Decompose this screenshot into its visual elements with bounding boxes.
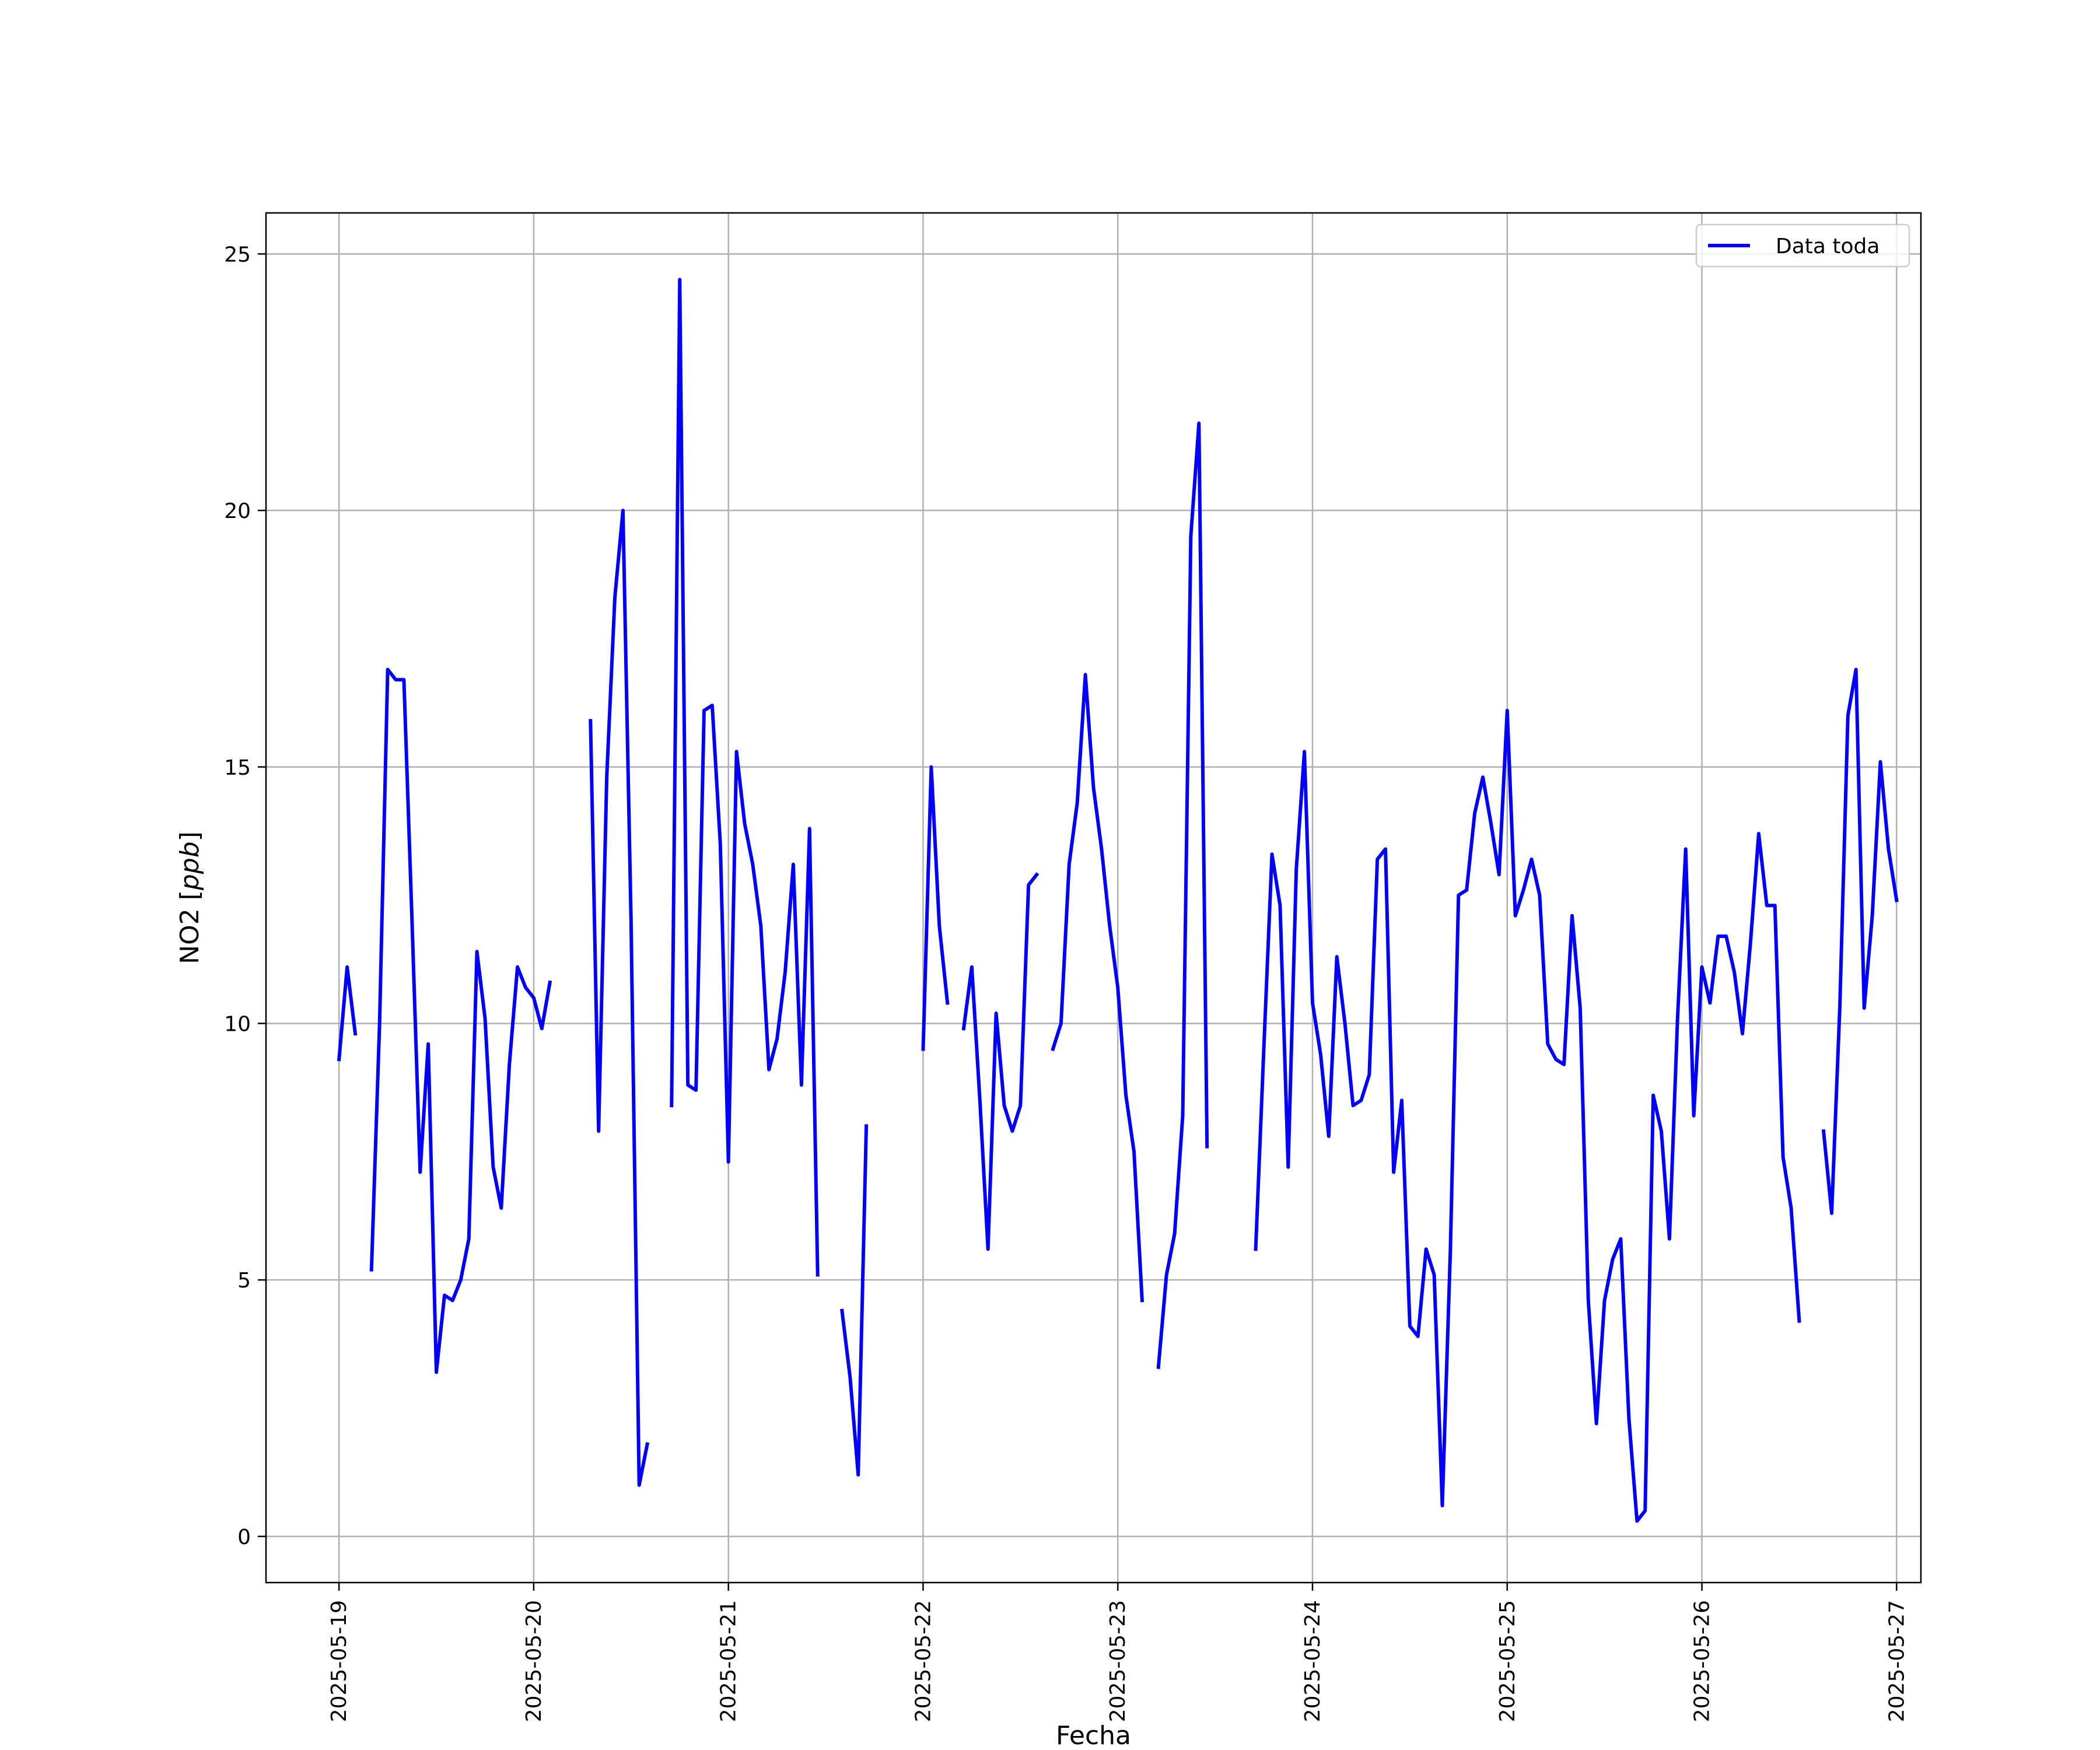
x-tick-label: 2025-05-25: [1496, 1600, 1520, 1722]
x-tick-label: 2025-05-21: [717, 1600, 741, 1722]
series-line-segment: [1156, 421, 1209, 1369]
x-axis-label: Fecha: [1056, 1721, 1131, 1750]
y-axis-label-bracket-open: [: [175, 890, 205, 908]
x-tick-label: 2025-05-23: [1106, 1600, 1130, 1722]
y-axis-ticks: 0 5 10 15 20 25: [224, 243, 266, 1549]
series-line-segment: [337, 965, 358, 1062]
x-tick-label: 2025-05-24: [1301, 1600, 1325, 1722]
x-tick-label: 2025-05-20: [522, 1600, 546, 1722]
series-lines: [337, 278, 1899, 1523]
series-line-segment: [670, 278, 820, 1277]
x-gridlines: [338, 213, 1898, 1583]
series-line-segment: [961, 872, 1040, 1251]
y-axis-label: NO2 [ppb]: [175, 831, 205, 964]
x-axis-ticks: 2025-05-19 2025-05-20 2025-05-21 2025-05-22…: [327, 1583, 1909, 1722]
series-line-segment: [921, 765, 950, 1051]
y-tick-label: 20: [224, 499, 251, 523]
x-tick-label: 2025-05-26: [1690, 1600, 1714, 1722]
legend: Data toda: [1695, 223, 1910, 268]
y-tick-label: 15: [224, 756, 251, 780]
series-line-segment: [589, 509, 650, 1487]
series-line-segment: [840, 1124, 869, 1477]
legend-label: Data toda: [1776, 235, 1880, 258]
y-axis-label-unit: ppb: [175, 841, 205, 891]
y-tick-label: 0: [237, 1525, 251, 1549]
legend-box: [1695, 223, 1910, 268]
series-line-segment: [369, 667, 552, 1374]
x-tick-label: 2025-05-27: [1885, 1600, 1909, 1722]
y-tick-label: 25: [224, 243, 251, 267]
y-tick-label: 5: [237, 1269, 251, 1293]
x-tick-label: 2025-05-19: [327, 1600, 351, 1722]
plot-frame: [265, 212, 1922, 1584]
series-line-segment: [1051, 673, 1144, 1303]
y-gridlines: [266, 253, 1921, 1538]
y-tick-label: 10: [224, 1012, 251, 1036]
series-line-segment: [1821, 667, 1899, 1215]
series-line-segment: [1254, 709, 1801, 1523]
y-axis-label-text: NO2: [175, 908, 205, 964]
y-axis-label-bracket-close: ]: [175, 831, 205, 841]
x-tick-label: 2025-05-22: [911, 1600, 935, 1722]
